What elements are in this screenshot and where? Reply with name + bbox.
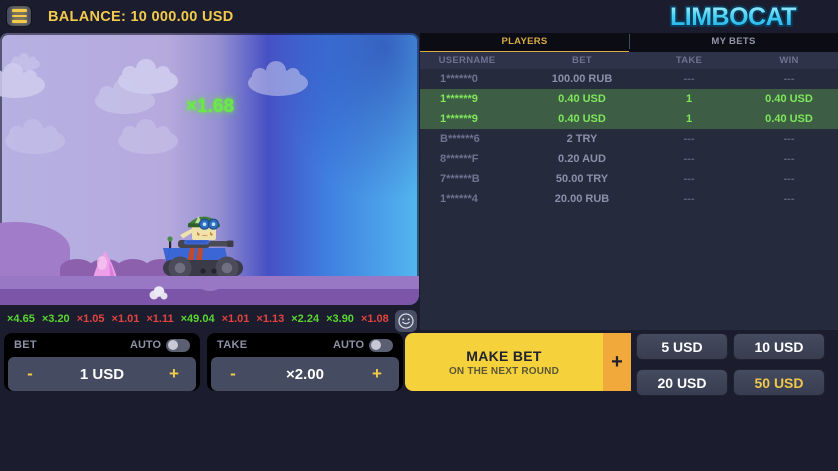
svg-text:LIMBOCAT: LIMBOCAT (670, 3, 796, 31)
